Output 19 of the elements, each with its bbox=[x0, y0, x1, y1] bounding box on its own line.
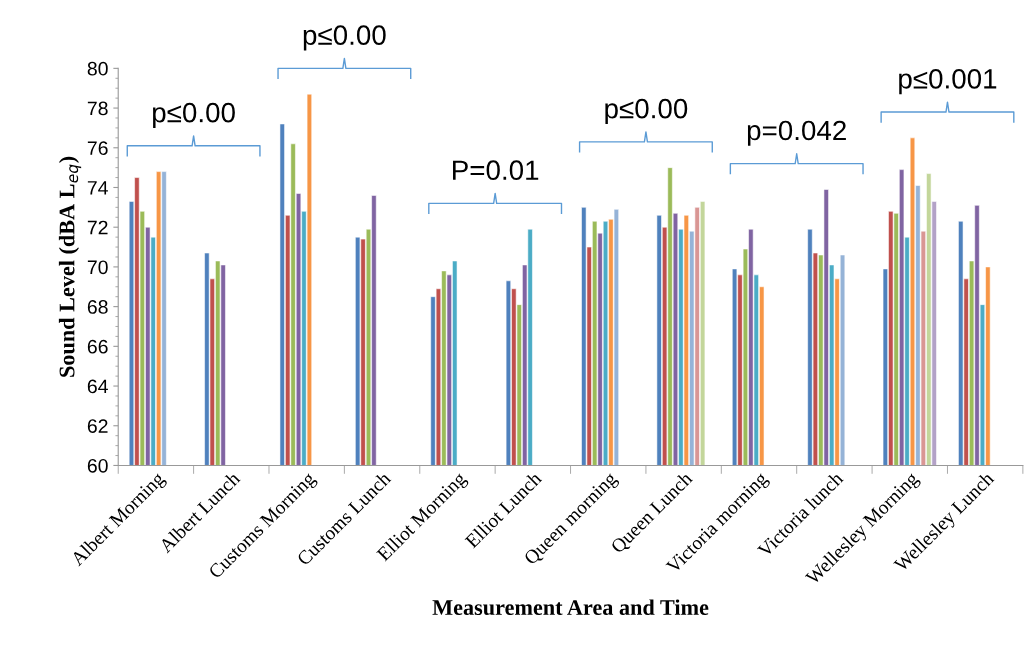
y-tick-label: 72 bbox=[87, 220, 108, 235]
y-tick-label: 64 bbox=[87, 379, 108, 394]
text: p≤0.00 bbox=[303, 25, 386, 51]
y-tick-label: 62 bbox=[87, 419, 108, 433]
y-tick-label: 78 bbox=[87, 101, 108, 116]
annotation: P=0.01 bbox=[453, 160, 539, 181]
y-axis-title: Sound Level (dBA L$_{eq}$) bbox=[58, 156, 82, 377]
y-tick-label: 76 bbox=[87, 141, 108, 156]
y-tick-label: 68 bbox=[87, 300, 108, 314]
annotation: p=0.042 bbox=[747, 120, 846, 146]
x-axis-title: Measurement Area and Time bbox=[432, 599, 709, 616]
annotation: p≤0.001 bbox=[899, 69, 997, 95]
annotation: p≤0.00 bbox=[153, 102, 235, 128]
y-tick-label: 60 bbox=[87, 458, 108, 473]
y-tick-label: 80 bbox=[87, 61, 108, 76]
y-tick-label: 66 bbox=[87, 339, 108, 354]
y-tick-label: 74 bbox=[87, 181, 108, 195]
annotation: p≤0.00 bbox=[605, 98, 688, 124]
y-tick-label: 70 bbox=[87, 260, 108, 275]
